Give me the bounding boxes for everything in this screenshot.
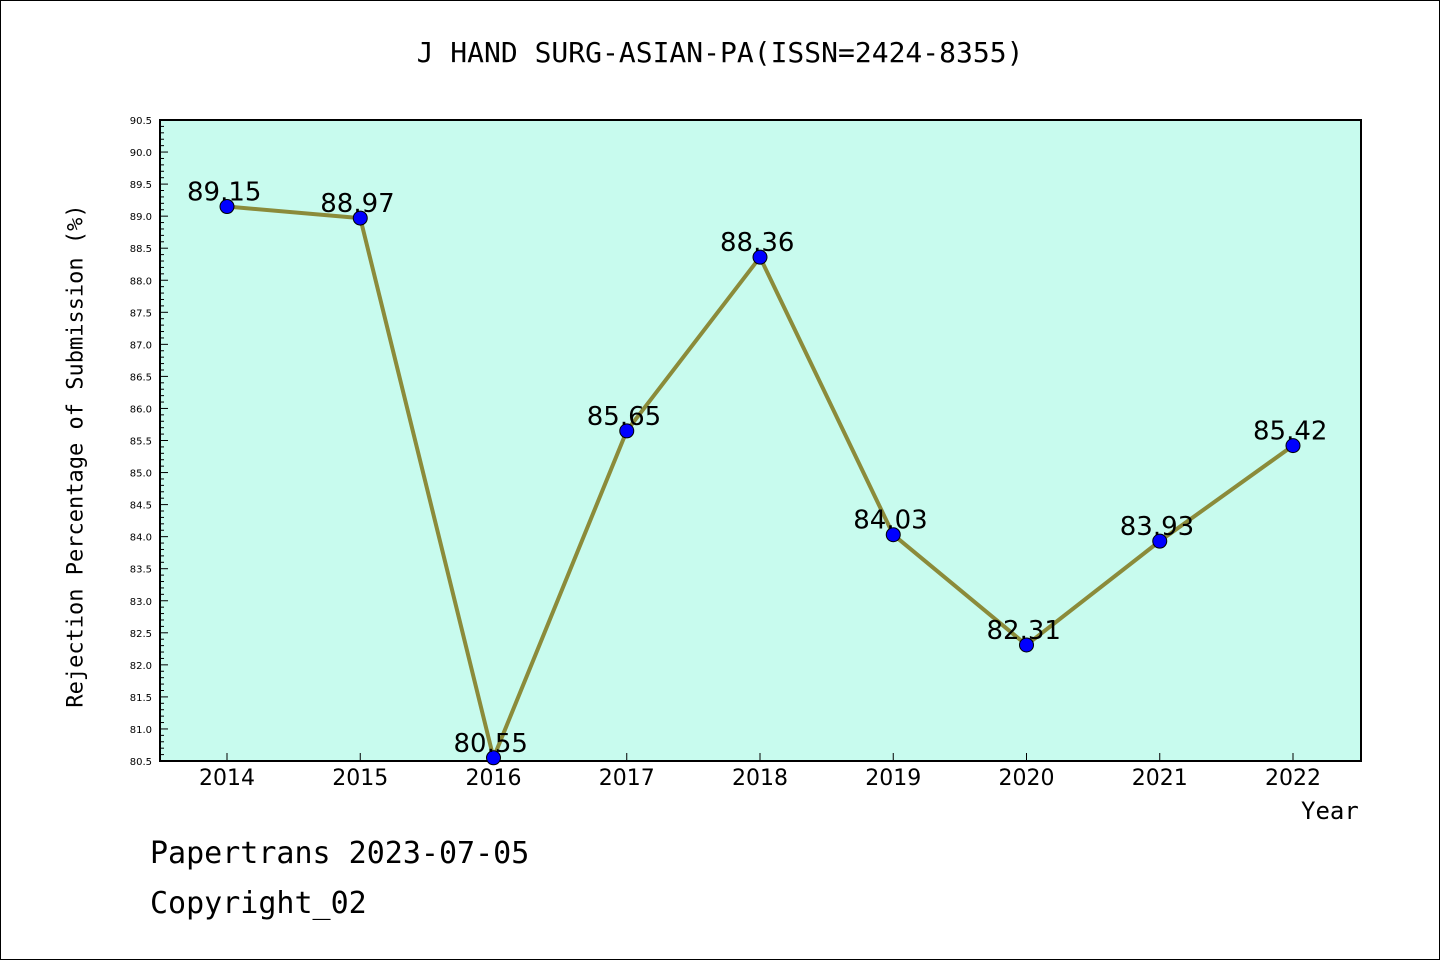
y-tick-label: 87.5 bbox=[130, 308, 152, 319]
x-tick-label: 2016 bbox=[466, 766, 522, 791]
y-axis: 80.5 81.0 81.5 82.0 82.5 83.0 83.5 84.0 84.5 85.0… bbox=[130, 116, 168, 768]
y-tick-label: 84.0 bbox=[130, 533, 152, 544]
data-label: 85.42 bbox=[1253, 417, 1327, 447]
y-tick-label: 88.5 bbox=[130, 244, 152, 255]
x-tick-label: 2014 bbox=[199, 766, 255, 791]
x-tick-label: 2021 bbox=[1132, 766, 1188, 791]
data-label: 80.55 bbox=[454, 729, 528, 759]
x-axis-label: Year bbox=[1301, 797, 1359, 825]
y-tick-label: 86.5 bbox=[130, 372, 152, 383]
data-label: 89.15 bbox=[187, 178, 261, 208]
footer-copyright: Copyright_02 bbox=[150, 886, 367, 921]
data-label: 85.65 bbox=[587, 402, 661, 432]
y-tick-label: 80.5 bbox=[130, 757, 152, 768]
data-label: 83.93 bbox=[1120, 512, 1194, 542]
data-point bbox=[352, 210, 368, 226]
data-point bbox=[619, 423, 635, 439]
y-tick-label: 81.0 bbox=[130, 725, 152, 736]
y-tick-label: 85.5 bbox=[130, 437, 152, 448]
x-tick-label: 2018 bbox=[732, 766, 788, 791]
y-axis-label: Rejection Percentage of Submission (%) bbox=[63, 204, 89, 708]
y-tick-label: 81.5 bbox=[130, 693, 152, 704]
data-point bbox=[486, 750, 501, 766]
x-tick-label: 2019 bbox=[865, 766, 921, 791]
y-tick-label: 90.5 bbox=[130, 116, 152, 127]
y-tick-label: 89.0 bbox=[130, 212, 152, 223]
data-point bbox=[219, 199, 235, 215]
data-label: 88.97 bbox=[320, 189, 394, 219]
data-point bbox=[752, 249, 768, 265]
x-tick-label: 2017 bbox=[599, 766, 655, 791]
y-tick-label: 89.5 bbox=[130, 180, 152, 191]
data-point bbox=[1285, 438, 1301, 454]
y-tick-label: 86.0 bbox=[130, 404, 152, 415]
x-tick-label: 2022 bbox=[1265, 766, 1321, 791]
data-markers bbox=[219, 199, 1301, 766]
y-tick-label: 82.5 bbox=[130, 629, 152, 640]
plot-area bbox=[159, 119, 1362, 762]
data-label: 82.31 bbox=[987, 616, 1061, 646]
x-axis: 2014 2015 2016 2017 2018 2019 2020 2021 2022 bbox=[199, 753, 1321, 791]
y-tick-label: 83.5 bbox=[130, 565, 152, 576]
y-tick-label: 85.0 bbox=[130, 469, 152, 480]
y-tick-label: 88.0 bbox=[130, 276, 152, 287]
data-point bbox=[885, 527, 901, 543]
data-label: 88.36 bbox=[720, 228, 794, 258]
x-tick-label: 2020 bbox=[999, 766, 1055, 791]
data-point bbox=[1019, 637, 1034, 653]
y-tick-label: 84.5 bbox=[130, 501, 152, 512]
y-tick-label: 82.0 bbox=[130, 661, 152, 672]
y-tick-label: 83.0 bbox=[130, 597, 152, 608]
chart-title: J HAND SURG-ASIAN-PA(ISSN=2424-8355) bbox=[416, 36, 1024, 69]
data-label: 84.03 bbox=[853, 506, 927, 536]
footer-papertrans: Papertrans 2023-07-05 bbox=[150, 836, 530, 871]
x-tick-label: 2015 bbox=[332, 766, 388, 791]
data-labels: 89.15 88.97 80.55 85.65 88.36 84.03 82.31 83.93… bbox=[187, 178, 1327, 759]
y-tick-label: 90.0 bbox=[130, 148, 152, 159]
y-tick-label: 87.0 bbox=[130, 340, 152, 351]
data-point bbox=[1152, 533, 1168, 549]
